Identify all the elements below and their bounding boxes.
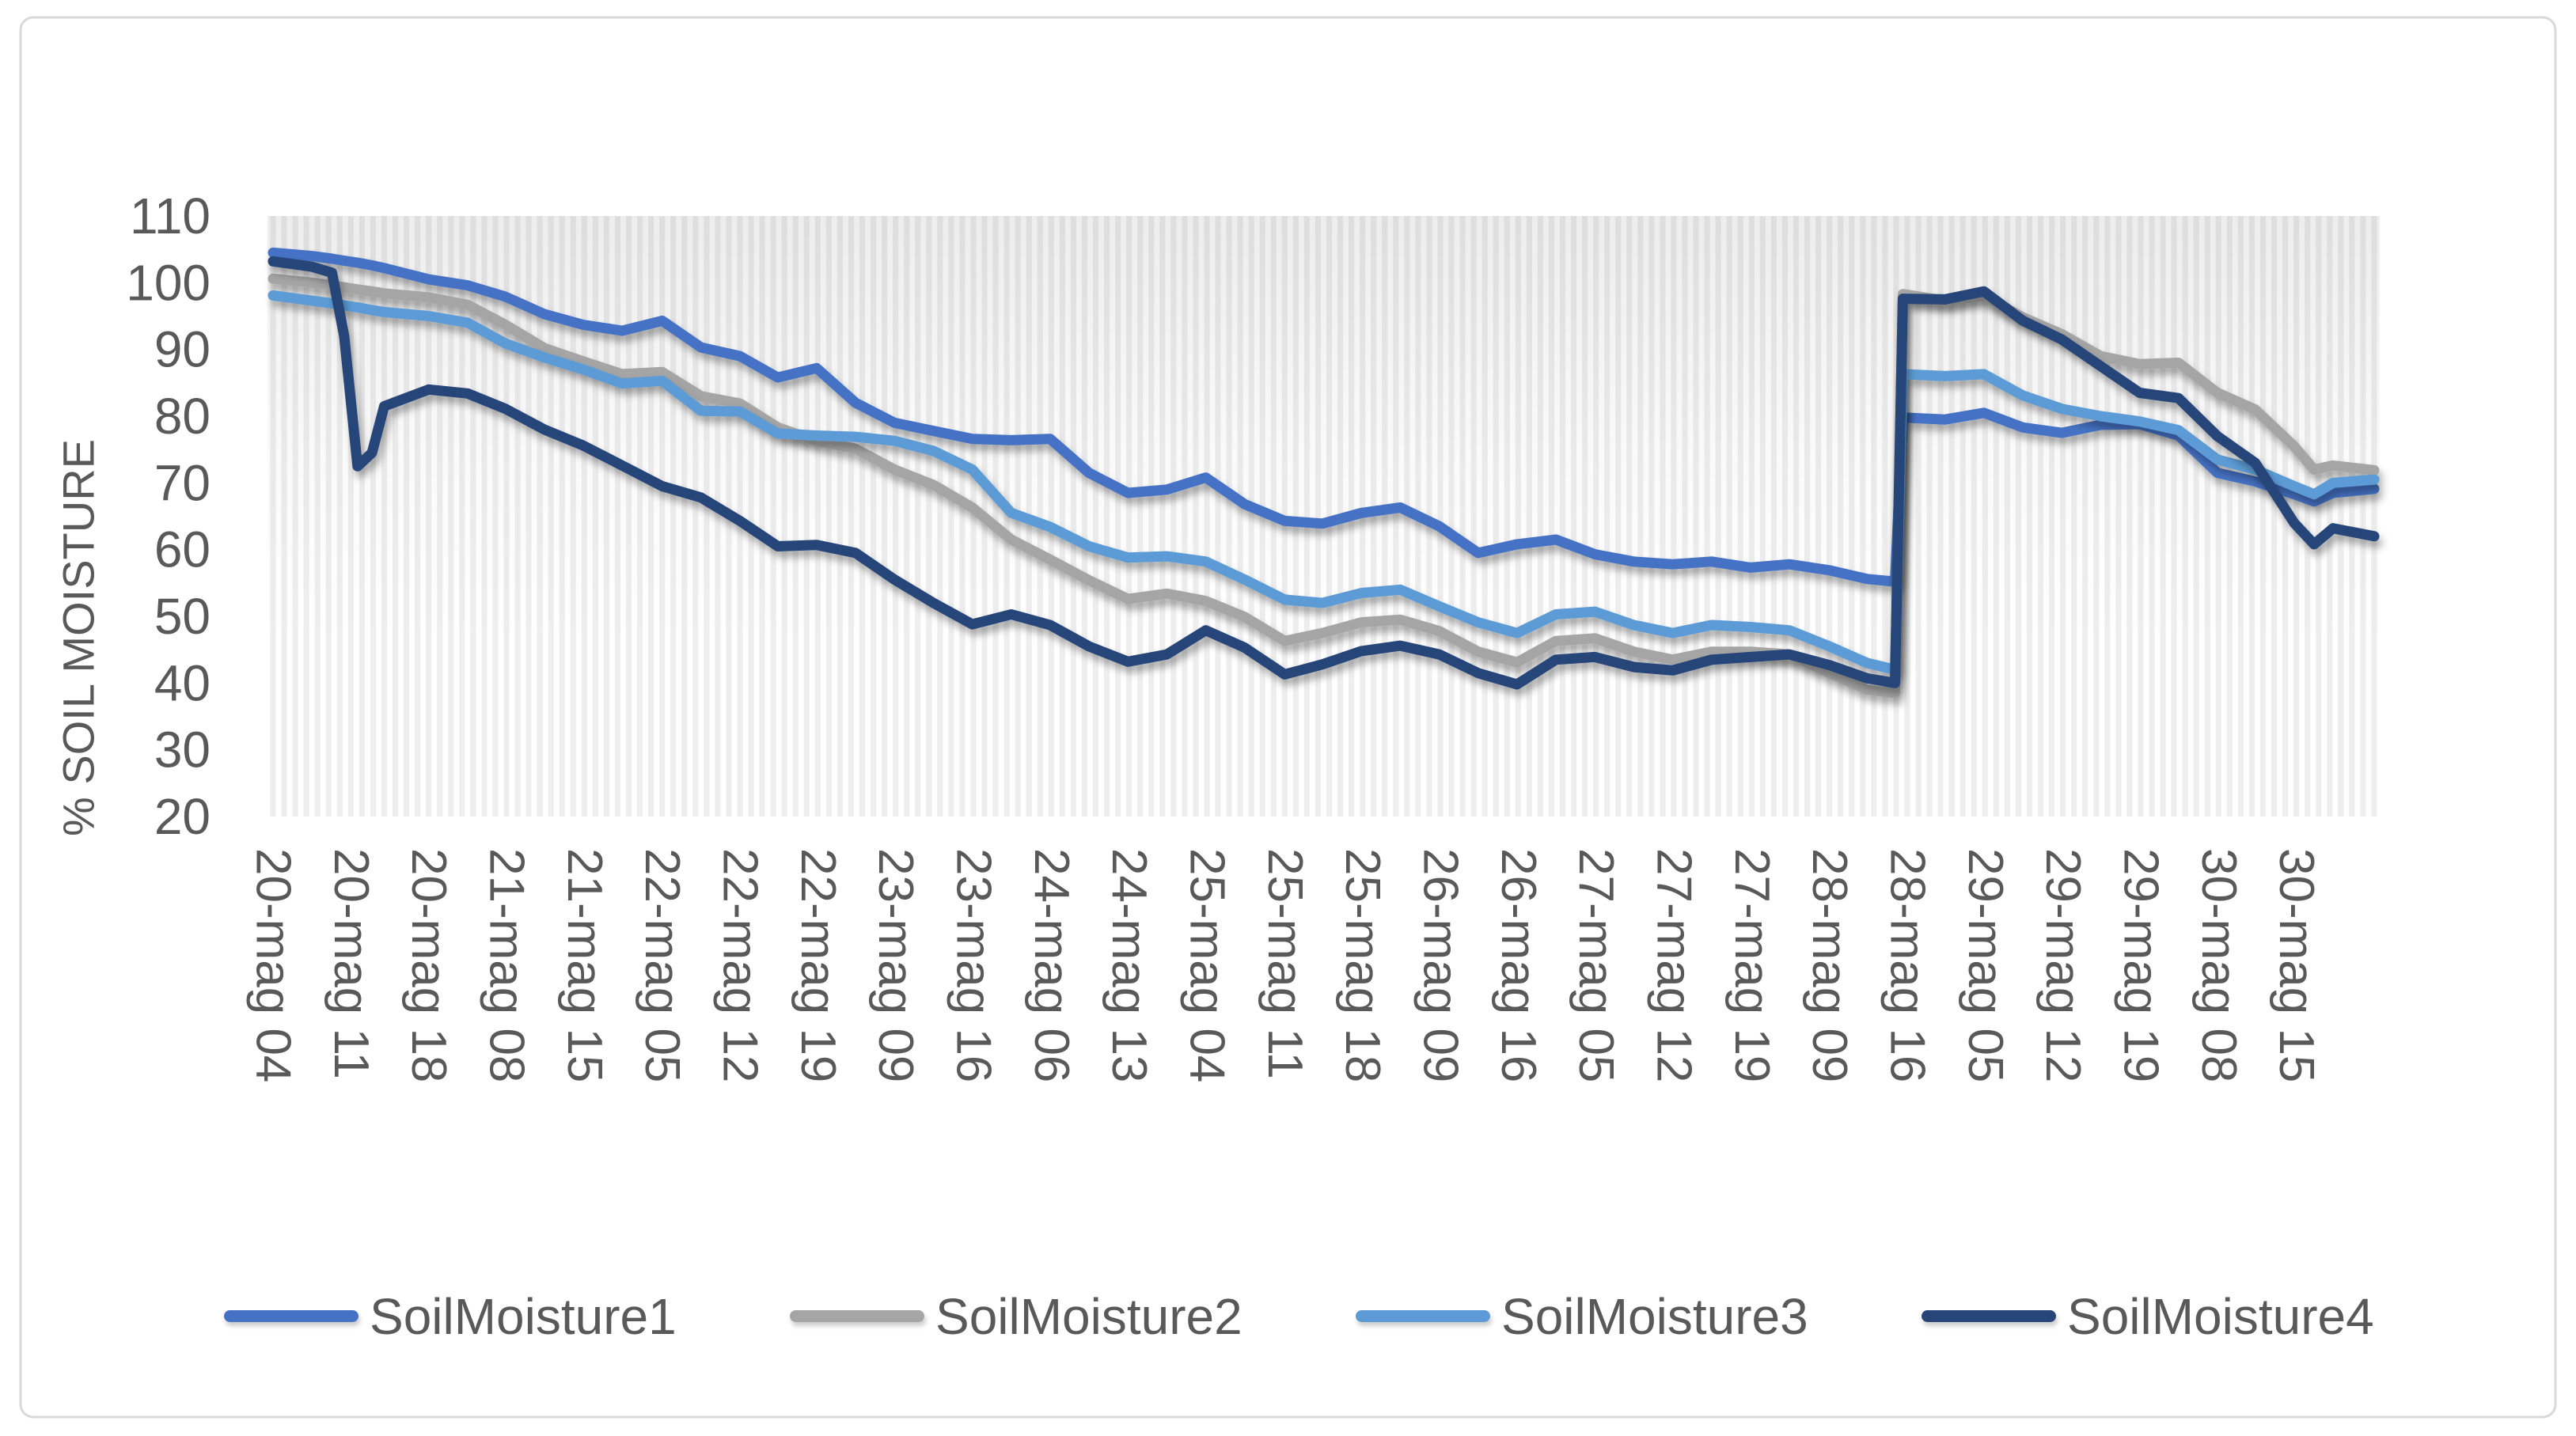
legend-item: SoilMoisture3: [1356, 1288, 1808, 1345]
legend-item: SoilMoisture2: [790, 1288, 1242, 1345]
x-axis-tick: 20-mag 04: [246, 848, 301, 1082]
x-axis-tick: 26-mag 16: [1491, 848, 1546, 1082]
x-axis-tick: 22-mag 19: [791, 848, 845, 1082]
x-axis-tick: 22-mag 12: [713, 848, 768, 1082]
x-axis-tick: 21-mag 08: [480, 848, 534, 1082]
x-axis-tick: 20-mag 18: [401, 848, 456, 1082]
legend-swatch-SoilMoisture3: [1356, 1310, 1490, 1322]
series-line-SoilMoisture4: [267, 256, 2380, 690]
y-axis-tick: 60: [154, 521, 211, 578]
series-line-SoilMoisture1: [267, 247, 2380, 587]
plot-area: [267, 216, 2380, 817]
legend-swatch-SoilMoisture4: [1922, 1310, 2056, 1322]
legend-label: SoilMoisture3: [1501, 1288, 1808, 1345]
y-axis-tick: 80: [154, 388, 211, 445]
y-axis-tick: 50: [154, 588, 211, 645]
legend-label: SoilMoisture1: [370, 1288, 677, 1345]
y-axis-tick: 30: [154, 722, 211, 779]
x-axis-tick: 29-mag 05: [1958, 848, 2013, 1082]
y-axis-tick: 90: [154, 321, 211, 378]
y-axis-tick: 100: [126, 254, 211, 311]
y-axis: 110 100 90 80 70 60 50 40 30 20: [126, 188, 211, 845]
y-axis-tick: 20: [154, 788, 211, 845]
plot-shade: [267, 216, 2380, 817]
legend-label: SoilMoisture4: [2067, 1288, 2374, 1345]
x-axis-tick: 27-mag 05: [1569, 848, 1623, 1082]
x-axis-tick: 27-mag 12: [1647, 848, 1702, 1082]
y-axis-tick: 110: [130, 188, 211, 244]
legend-swatch-SoilMoisture2: [790, 1310, 924, 1322]
x-axis-tick: 26-mag 09: [1413, 848, 1468, 1082]
x-axis-tick: 25-mag 18: [1335, 848, 1390, 1082]
x-axis-tick: 29-mag 12: [2035, 848, 2090, 1082]
x-axis-tick: 21-mag 15: [557, 848, 612, 1082]
x-axis-tick: 25-mag 11: [1258, 848, 1312, 1079]
y-axis-title: % SOIL MOISTURE: [54, 439, 104, 836]
legend: SoilMoisture1 SoilMoisture2 SoilMoisture3 S…: [224, 1288, 2374, 1345]
x-axis-tick: 22-mag 05: [635, 848, 689, 1082]
y-axis-tick: 40: [154, 654, 211, 711]
x-axis-tick: 27-mag 19: [1724, 848, 1779, 1082]
legend-item: SoilMoisture4: [1922, 1288, 2374, 1345]
x-axis-tick: 25-mag 04: [1180, 848, 1235, 1082]
x-axis-tick: 29-mag 19: [2114, 848, 2168, 1082]
x-axis-tick: 28-mag 16: [1880, 848, 1935, 1082]
x-axis-tick: 23-mag 16: [947, 848, 1001, 1082]
x-axis-tick: 24-mag 13: [1102, 848, 1156, 1082]
y-axis-tick: 70: [154, 454, 211, 511]
x-axis-tick: 30-mag 08: [2191, 848, 2246, 1082]
x-axis-tick: 24-mag 06: [1024, 848, 1079, 1082]
legend-item: SoilMoisture1: [224, 1288, 677, 1345]
x-axis-tick: 23-mag 09: [868, 848, 923, 1082]
x-axis-tick: 28-mag 09: [1802, 848, 1857, 1082]
x-axis-tick: 30-mag 15: [2269, 848, 2324, 1082]
series-line-SoilMoisture3: [267, 290, 2380, 675]
legend-swatch-SoilMoisture1: [224, 1310, 359, 1322]
legend-label: SoilMoisture2: [935, 1288, 1242, 1345]
x-axis: 20-mag 04 20-mag 11 20-mag 18 21-mag 08 21-m…: [246, 848, 2324, 1082]
x-axis-tick: 20-mag 11: [324, 848, 378, 1079]
